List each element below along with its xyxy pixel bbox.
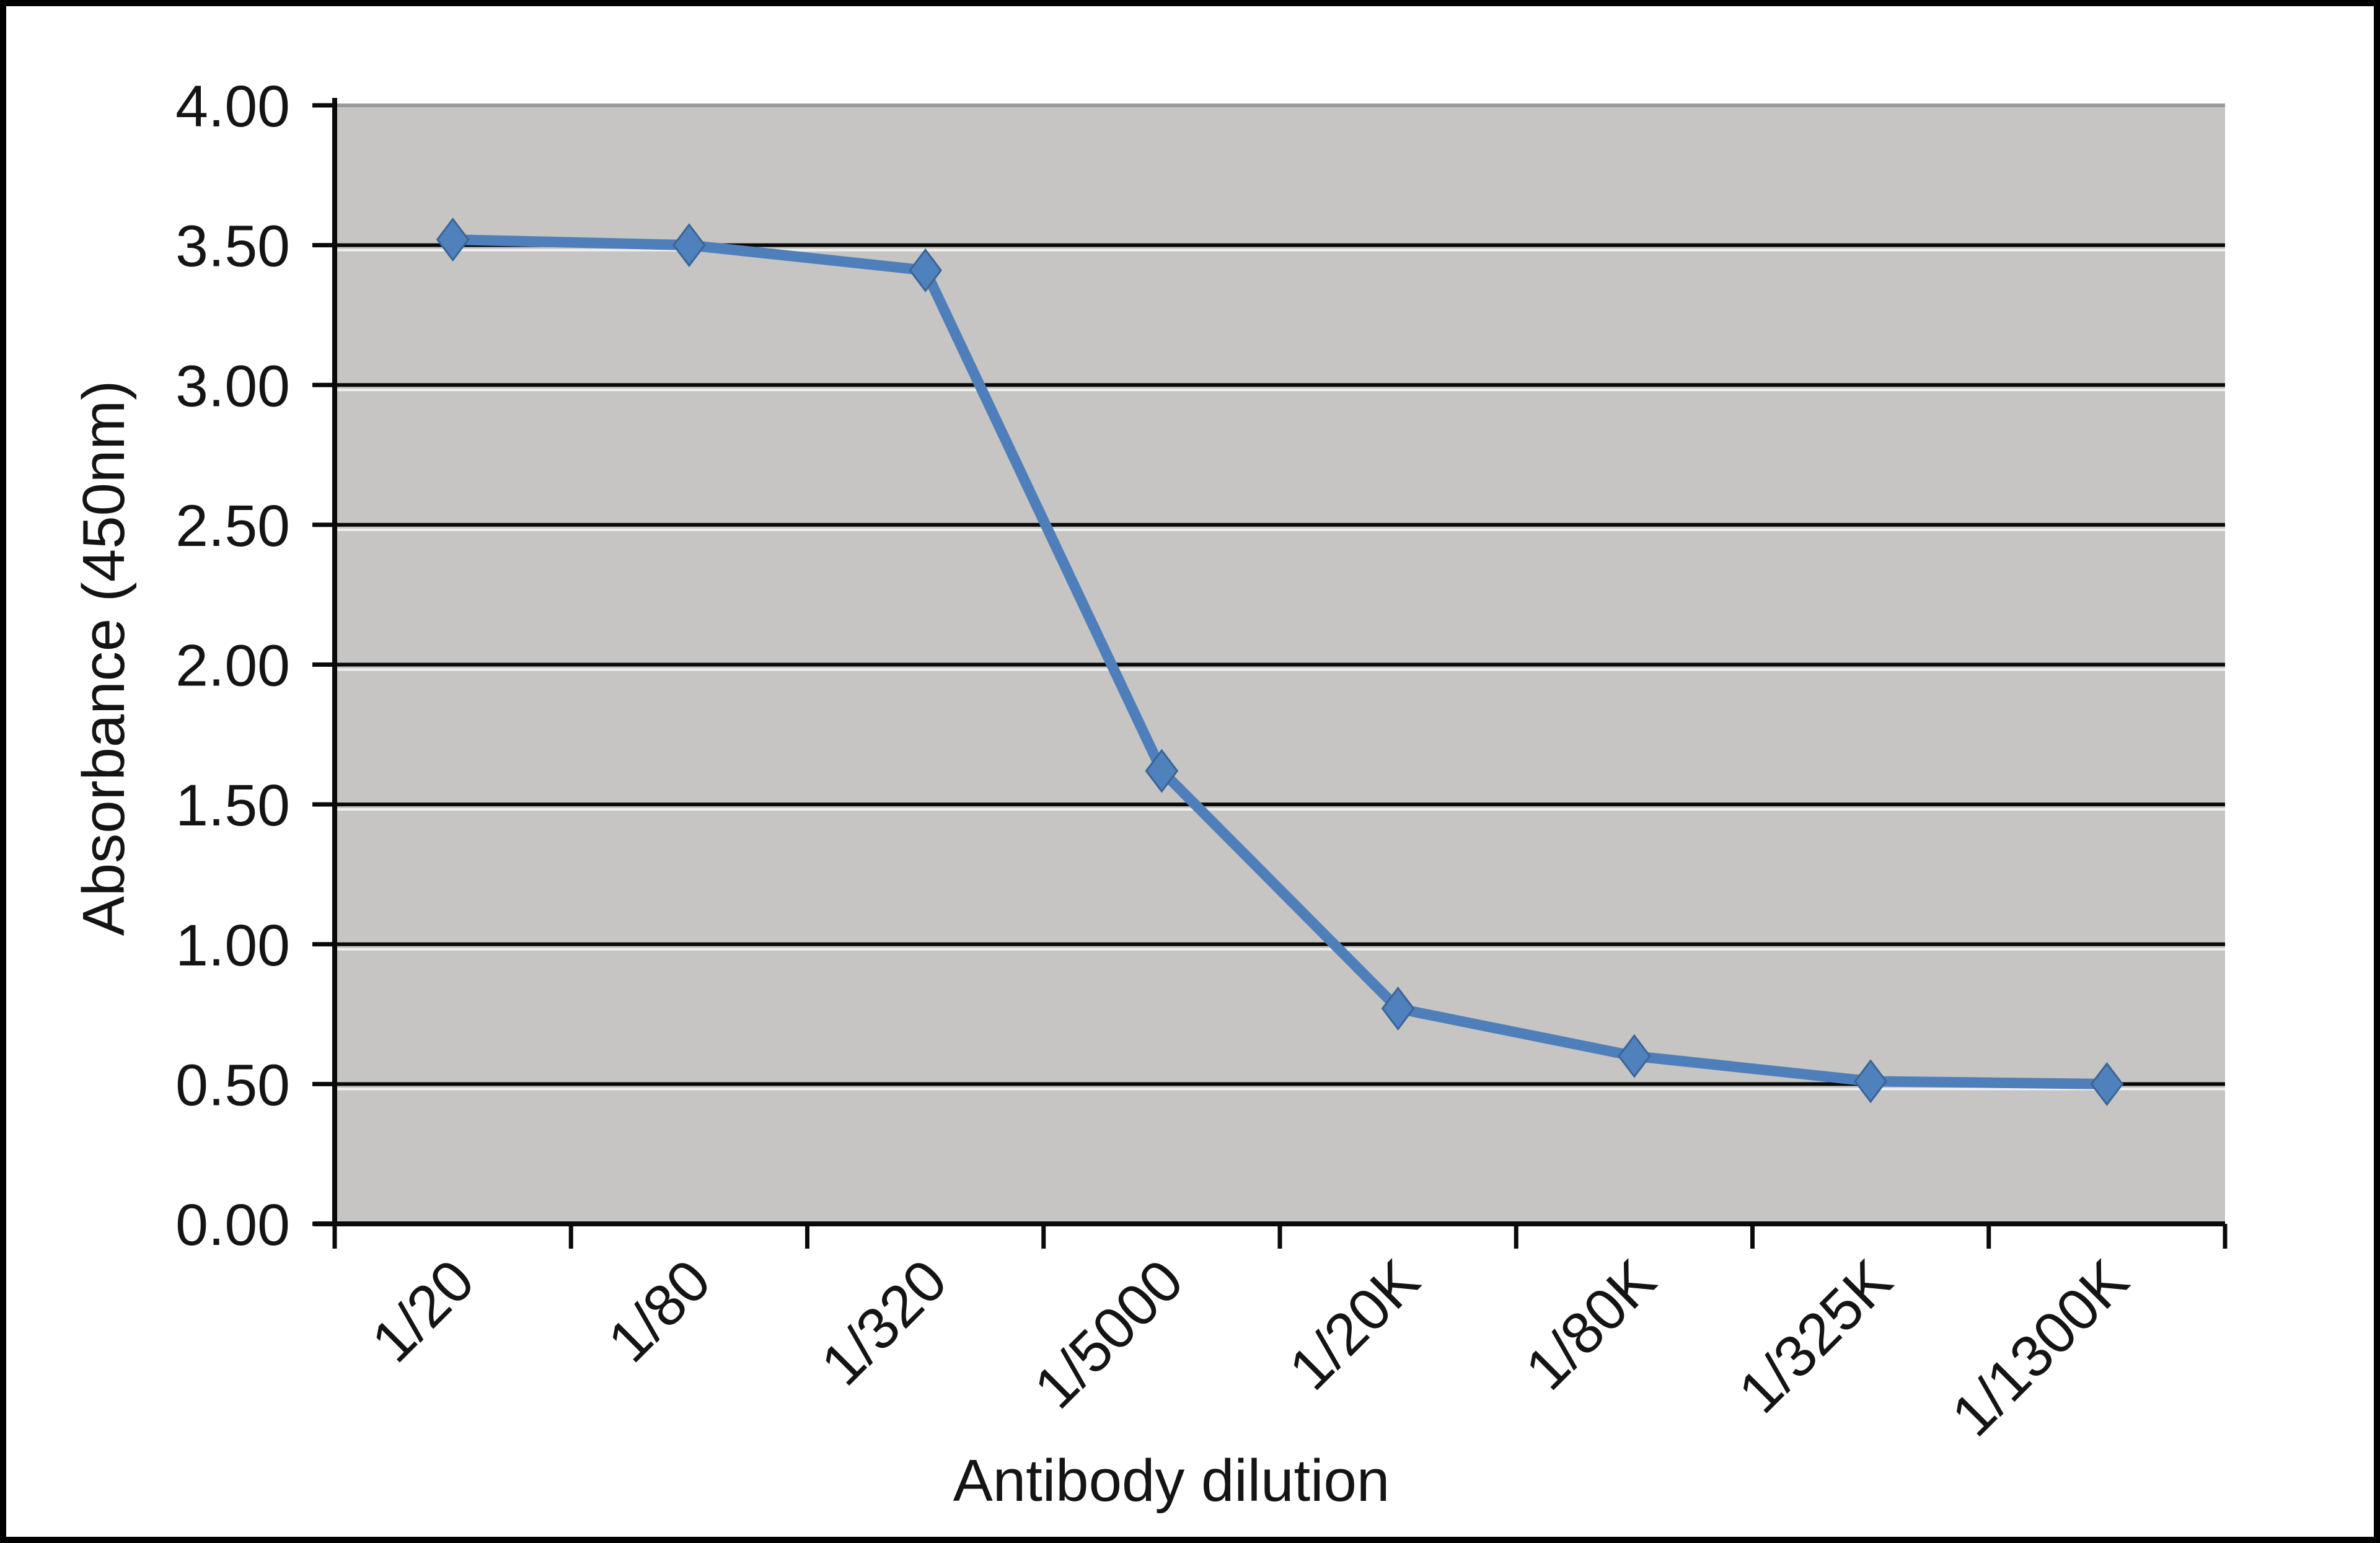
y-tick-label: 4.00 [175, 74, 290, 139]
x-tick-label: 1/320 [809, 1247, 959, 1398]
y-tick-label: 1.50 [175, 773, 290, 838]
y-tick-label: 2.50 [175, 493, 290, 559]
x-tick-labels-group: 1/20 1/80 1/320 1/5000 1/20K 1/80K 1/325K 1/130… [359, 1247, 2141, 1449]
data-point-marker [1854, 1059, 1888, 1104]
x-tick-label: 1/20 [359, 1247, 487, 1375]
data-point-marker [672, 223, 706, 268]
y-tick-label: 3.50 [175, 214, 290, 279]
data-point-marker [1145, 749, 1179, 793]
x-tick-label: 1/5000 [1022, 1247, 1196, 1421]
y-tick-label: 3.00 [175, 353, 290, 419]
y-tick-label: 0.00 [175, 1192, 290, 1258]
y-axis-title: Absorbance (450nm) [71, 380, 137, 936]
y-tick-label: 2.00 [175, 633, 290, 699]
data-point-marker [2090, 1062, 2124, 1106]
x-tick-label: 1/80K [1513, 1247, 1668, 1403]
data-point-marker [1617, 1034, 1651, 1078]
x-tick-label: 1/80 [596, 1247, 723, 1375]
data-point-marker [1381, 987, 1415, 1031]
series-group [436, 218, 2124, 1106]
x-tick-label: 1/20K [1277, 1247, 1432, 1403]
x-tick-label: 1/1300K [1939, 1247, 2141, 1449]
x-tick-label: 1/325K [1726, 1247, 1905, 1426]
x-ticks-group [332, 1224, 2228, 1249]
y-ticks-group [312, 103, 335, 1226]
x-axis-title: Antibody dilution [953, 1448, 1390, 1514]
y-tick-label: 0.50 [175, 1052, 290, 1118]
gridlines-group [335, 103, 2225, 1091]
y-tick-label: 1.00 [175, 913, 290, 978]
data-point-marker [909, 248, 943, 292]
series-line [447, 234, 2112, 1089]
y-tick-labels-group: 0.00 0.50 1.00 1.50 2.00 2.50 3.00 3.50 4.00 [175, 74, 290, 1258]
data-point-marker [436, 218, 470, 262]
